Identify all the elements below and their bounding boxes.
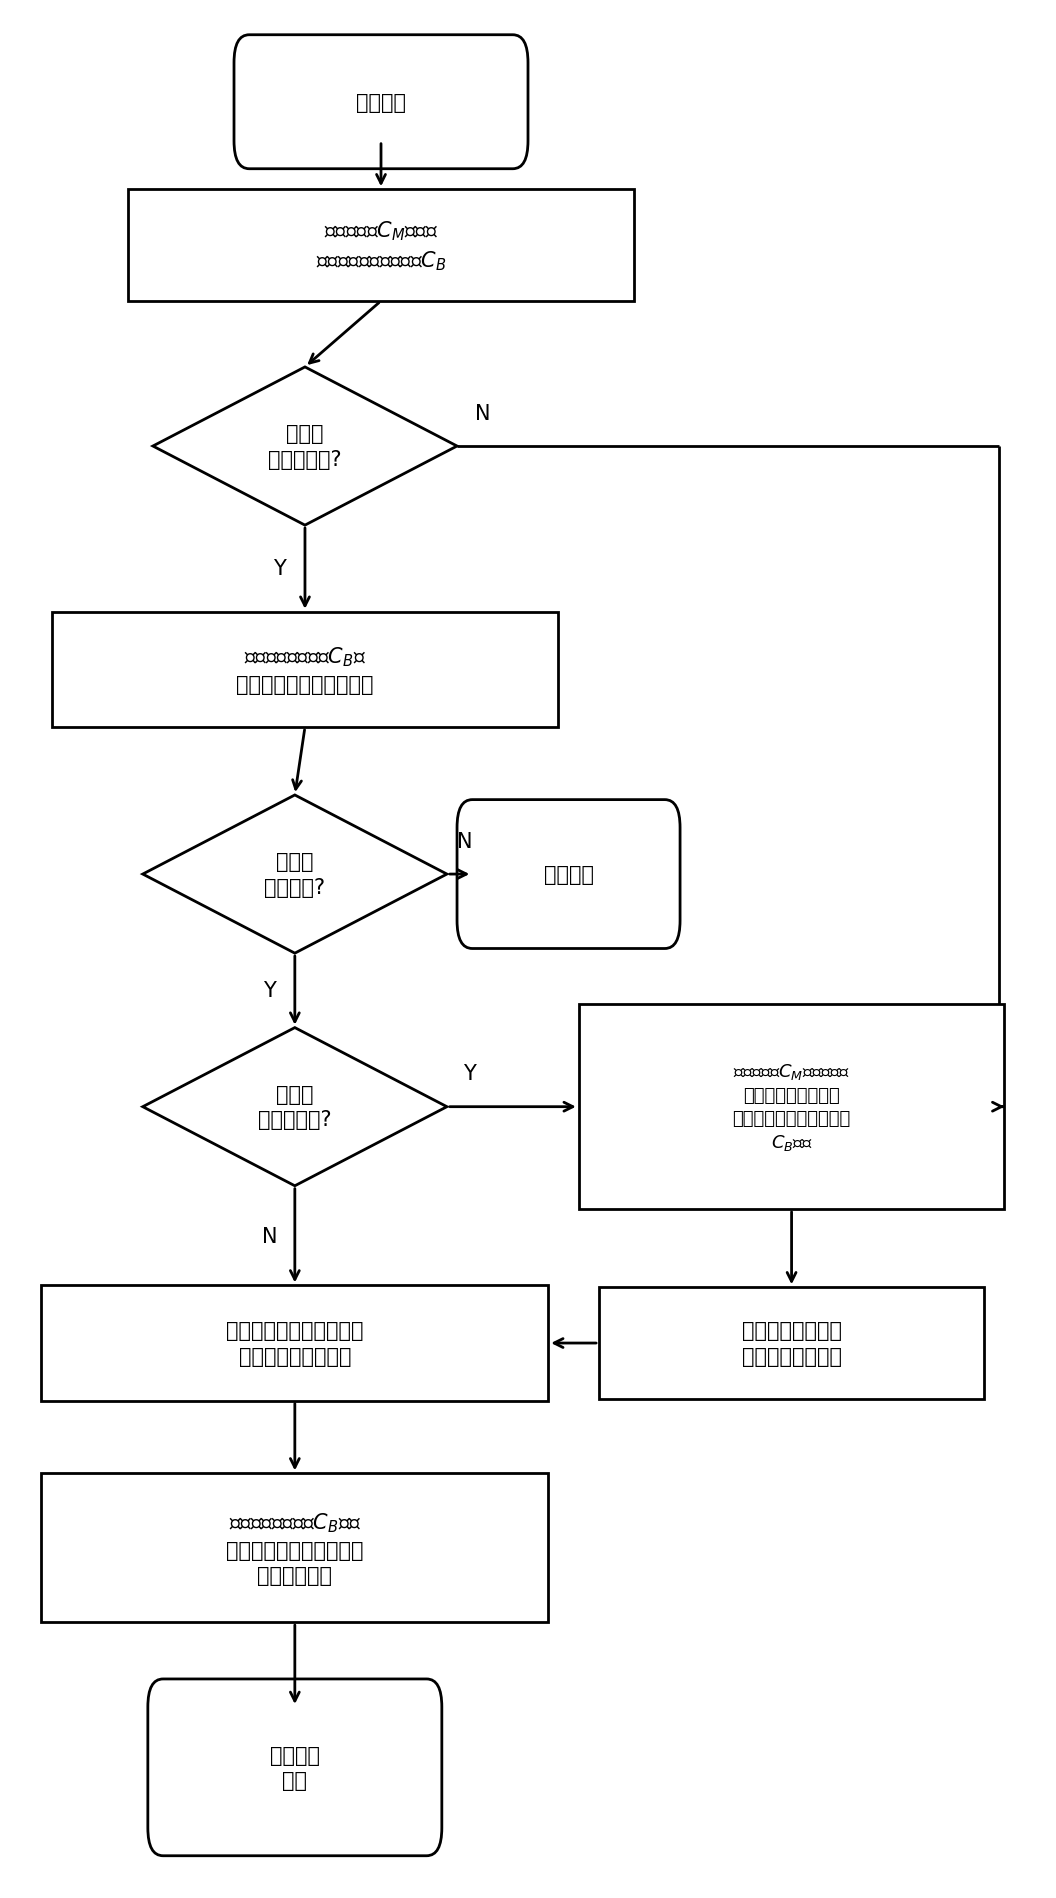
- Bar: [579, 1004, 1004, 1209]
- Text: 子模块电容$C_M$预充电
冗余供能电路供给电容$C_B$: 子模块电容$C_M$预充电 冗余供能电路供给电容$C_B$: [316, 218, 447, 273]
- Text: 控制板卡上送故障状态、
接收上位机旁路命令: 控制板卡上送故障状态、 接收上位机旁路命令: [226, 1321, 363, 1367]
- Polygon shape: [143, 1029, 447, 1186]
- Text: 子模块电容$C_M$继续充电至
击穿二极管动作点、
冗余供能电路持续给电容
$C_B$充电: 子模块电容$C_M$继续充电至 击穿二极管动作点、 冗余供能电路持续给电容 $C…: [733, 1061, 851, 1152]
- Text: 电源板
卡是否故障?: 电源板 卡是否故障?: [258, 1084, 332, 1129]
- Text: N: N: [262, 1226, 278, 1245]
- Text: Y: Y: [274, 560, 286, 579]
- FancyBboxPatch shape: [234, 36, 528, 169]
- Text: 系统运行: 系统运行: [544, 865, 593, 884]
- Bar: [41, 1473, 548, 1623]
- Bar: [128, 190, 635, 302]
- Text: N: N: [474, 402, 490, 423]
- Text: N: N: [457, 831, 473, 850]
- Bar: [41, 1285, 548, 1401]
- Polygon shape: [153, 368, 457, 526]
- Text: 电源板卡供给电容$C_B$、
控制板卡，冗余供能退出: 电源板卡供给电容$C_B$、 控制板卡，冗余供能退出: [237, 645, 374, 695]
- Text: Y: Y: [263, 981, 276, 1000]
- Text: 电源板
卡是否启动?: 电源板 卡是否启动?: [268, 423, 342, 469]
- Text: 控制板卡判断电容$C_B$满足
合闸能量后，触发旁路，
上送旁路状态: 控制板卡判断电容$C_B$满足 合闸能量后，触发旁路， 上送旁路状态: [226, 1511, 363, 1585]
- FancyBboxPatch shape: [457, 801, 680, 949]
- Text: 子模块
是否故障?: 子模块 是否故障?: [264, 852, 325, 898]
- Polygon shape: [143, 795, 447, 953]
- Bar: [599, 1287, 984, 1399]
- Bar: [52, 613, 559, 727]
- Text: 击穿二极管动作，
控制板卡恢复工作: 击穿二极管动作， 控制板卡恢复工作: [741, 1321, 842, 1367]
- Text: 模块启动: 模块启动: [356, 93, 406, 112]
- Text: 系统继续
运行: 系统继续 运行: [270, 1744, 320, 1790]
- Text: Y: Y: [463, 1063, 475, 1084]
- FancyBboxPatch shape: [148, 1680, 441, 1856]
